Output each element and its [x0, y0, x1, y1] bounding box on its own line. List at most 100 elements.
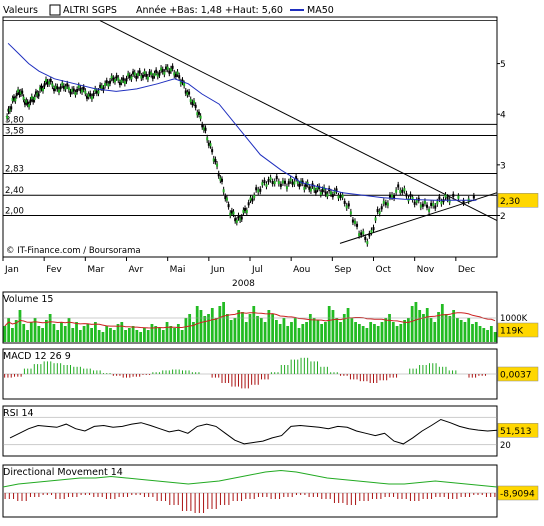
volume-bar — [18, 310, 22, 342]
candle-body — [99, 84, 102, 88]
volume-bar — [312, 318, 316, 342]
candle-body — [267, 179, 270, 183]
volume-bar — [384, 318, 388, 342]
volume-bar — [459, 320, 463, 342]
volume-bar — [233, 318, 237, 342]
candle-body — [113, 79, 116, 83]
candle-body — [360, 232, 363, 236]
volume-bar — [252, 306, 256, 342]
candle-body — [7, 108, 10, 112]
candle-body — [222, 189, 225, 193]
candle-body — [319, 191, 322, 195]
price-last-value-box — [497, 193, 539, 208]
volume-bar — [26, 330, 29, 342]
candle-body — [82, 86, 85, 90]
volume-bar — [256, 316, 259, 342]
candle-body — [102, 87, 105, 91]
adx-line — [2, 469, 498, 488]
candle-body — [304, 183, 307, 187]
volume-bar — [361, 326, 365, 342]
month-label-mai: Mai — [170, 265, 186, 275]
candle-body — [421, 203, 424, 207]
candle-body — [59, 86, 62, 90]
candle-body — [71, 88, 74, 92]
candle-body — [87, 93, 90, 97]
volume-bar — [143, 328, 146, 342]
candle-body — [117, 77, 120, 81]
support-label: 2,83 — [5, 164, 24, 174]
volume-bar — [109, 328, 112, 342]
volume-bar — [482, 328, 486, 342]
candle-body — [22, 96, 25, 100]
candle-body — [110, 75, 113, 79]
candle-body — [374, 217, 377, 221]
candle-body — [45, 79, 48, 83]
volume-bar — [267, 310, 271, 342]
candle-body — [273, 180, 276, 185]
candle-body — [472, 195, 475, 199]
candle-body — [347, 203, 350, 207]
volume-bar — [60, 322, 63, 342]
candle-body — [275, 176, 278, 180]
candle-body — [183, 82, 186, 87]
candle-body — [155, 69, 158, 73]
candle-body — [138, 70, 141, 74]
candle-body — [168, 70, 171, 74]
volume-bar — [422, 314, 425, 342]
candle-body — [285, 186, 288, 190]
volume-bar — [82, 326, 86, 342]
rsi-last-value-box — [497, 423, 539, 438]
volume-bar — [33, 318, 37, 342]
volume-bar — [456, 318, 459, 342]
candle-body — [97, 90, 100, 94]
candle-body — [227, 204, 230, 208]
volume-bar — [116, 324, 120, 342]
volume-bar — [229, 320, 233, 342]
candle-body — [219, 177, 222, 181]
ma50-legend-label: MA50 — [307, 5, 334, 16]
candle-body — [39, 87, 42, 91]
candle-body — [100, 85, 103, 89]
candle-body — [370, 229, 373, 233]
volume-bar — [493, 332, 497, 342]
volume-bar — [75, 322, 78, 342]
volume-bar — [414, 302, 418, 342]
volume-bar — [86, 324, 90, 342]
volume-bar — [380, 322, 384, 342]
volume-bar — [271, 314, 275, 342]
candle-body — [281, 180, 284, 184]
candle-body — [18, 92, 21, 96]
candle-body — [197, 111, 200, 115]
candle-body — [444, 194, 447, 198]
volume-bar — [324, 322, 327, 342]
candle-body — [123, 80, 126, 84]
volume-bar — [290, 322, 293, 342]
candle-body — [388, 194, 391, 198]
candle-body — [54, 85, 57, 89]
candle-body — [145, 73, 148, 77]
volume-bar — [357, 324, 361, 342]
support-label: 2,40 — [5, 186, 24, 196]
macd-layer: 0,0037 — [3, 357, 539, 389]
month-label-oct: Oct — [376, 265, 392, 275]
candle-body — [430, 202, 433, 206]
candle-body — [151, 75, 154, 79]
volume-bar — [444, 314, 448, 342]
volume-last-value-text: 119K — [500, 327, 524, 337]
volume-bar — [154, 326, 158, 342]
candle-body — [309, 188, 312, 192]
candle-body — [415, 199, 418, 203]
candle-body — [189, 99, 192, 103]
volume-bar — [37, 326, 41, 342]
candle-body — [85, 95, 88, 99]
candle-body — [32, 99, 35, 103]
candle-body — [212, 158, 215, 162]
volume-bar — [165, 322, 169, 342]
candle-body — [94, 88, 97, 92]
volume-tick-label: 1000K — [500, 314, 528, 324]
volume-bar — [327, 306, 331, 342]
month-label-dec: Dec — [458, 265, 475, 275]
volume-bar — [305, 322, 308, 342]
candle-body — [204, 127, 207, 131]
